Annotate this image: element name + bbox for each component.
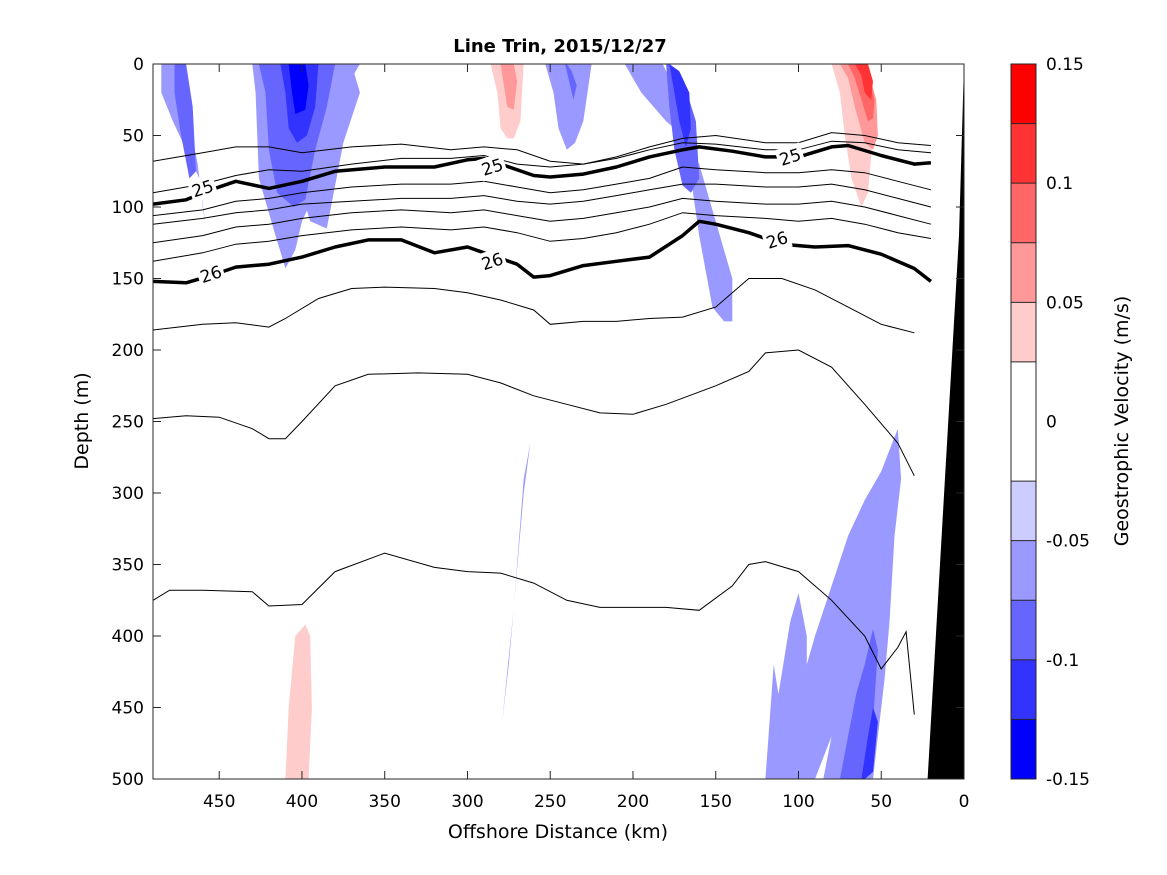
velocity-patch [545, 64, 592, 150]
isopycnal-label: 26 [476, 246, 509, 276]
colorbar-swatch [1011, 659, 1036, 720]
isopycnal-line [153, 166, 932, 217]
chart-title: Line Trin, 2015/12/27 [453, 36, 667, 57]
velocity-patch [661, 64, 691, 147]
velocity-patch [762, 593, 807, 779]
velocity-patch [854, 64, 873, 100]
colorbar-tick-label: 0.1 [1046, 174, 1073, 194]
colorbar-tick-label: 0.15 [1046, 55, 1084, 75]
y-tick-label: 450 [112, 699, 144, 719]
colorbar-swatch [1011, 123, 1036, 184]
velocity-patch [174, 64, 196, 179]
x-tick-label: 400 [286, 792, 318, 812]
velocity-patch [484, 64, 537, 225]
isopycnal-line [153, 140, 931, 194]
x-tick-label: 50 [870, 792, 892, 812]
velocity-patch [161, 64, 206, 229]
y-tick-label: 100 [112, 198, 144, 218]
x-tick-label: 150 [700, 792, 732, 812]
x-axis: 450 400 350 300 250 200 150 100 50 0 [203, 64, 969, 812]
colorbar-swatch [1011, 302, 1036, 362]
y-tick-label: 500 [112, 770, 144, 790]
isopycnal-label: 26 [195, 259, 227, 289]
colorbar-swatch [1011, 64, 1036, 124]
continental-slope [927, 64, 964, 779]
x-tick-label: 350 [368, 792, 400, 812]
x-tick-label: 200 [617, 792, 649, 812]
y-tick-label: 0 [133, 55, 144, 75]
colorbar-swatch [1011, 481, 1036, 541]
colorbar-swatch [1011, 719, 1036, 779]
isopycnal-line [153, 197, 932, 244]
colorbar-tick-label: 0.05 [1046, 293, 1084, 313]
velocity-patch [268, 461, 327, 779]
y-tick-label: 400 [112, 627, 144, 647]
colorbar-tick-label: -0.1 [1046, 651, 1079, 671]
isopycnal-line [153, 212, 931, 262]
colorbar-title: Geostrophic Velocity (m/s) [1111, 296, 1133, 546]
isopycnal-line [153, 552, 915, 715]
colorbar-tick-label: -0.15 [1046, 770, 1090, 790]
x-tick-label: 450 [203, 792, 235, 812]
isopycnal-bold-line [153, 143, 932, 206]
isopycnal-line [153, 349, 915, 477]
y-tick-label: 250 [112, 413, 144, 433]
y-tick-label: 300 [112, 484, 144, 504]
velocity-patch [657, 64, 700, 193]
velocity-patch [500, 64, 518, 110]
x-axis-title: Offshore Distance (km) [448, 821, 668, 843]
x-tick-label: 100 [782, 792, 814, 812]
colorbar-swatch [1011, 242, 1036, 303]
y-axis-title: Depth (m) [71, 372, 93, 469]
velocity-patch [861, 707, 878, 779]
colorbar-swatch [1011, 540, 1036, 601]
y-tick-label: 50 [122, 127, 144, 147]
colorbar-tick-label: -0.05 [1046, 532, 1090, 552]
colorbar-swatch [1011, 183, 1036, 243]
y-axis: 0 50 100 150 200 250 300 350 400 450 500 [112, 55, 964, 790]
colorbar-swatch [1011, 361, 1036, 482]
velocity-patch [288, 64, 309, 115]
isopycnal-line [153, 183, 932, 225]
x-tick-label: 250 [534, 792, 566, 812]
colorbar: 0.15 0.1 0.05 0 -0.05 -0.1 -0.15 [1010, 55, 1090, 790]
x-tick-label: 0 [959, 792, 970, 812]
isopycnal-bold-line [153, 219, 932, 285]
colorbar-frame [1010, 63, 1037, 780]
isopycnal-label: 26 [761, 225, 793, 255]
colorbar-swatch [1011, 600, 1036, 660]
velocity-patch [565, 64, 577, 100]
isopycnal-line [153, 132, 931, 165]
y-tick-label: 350 [112, 556, 144, 576]
velocity-patch [666, 478, 733, 779]
velocity-patch [616, 64, 733, 322]
y-tick-label: 200 [112, 341, 144, 361]
x-tick-label: 300 [451, 792, 483, 812]
colorbar-tick-label: 0 [1046, 413, 1057, 433]
y-tick-label: 150 [112, 270, 144, 290]
velocity-patch [285, 624, 312, 779]
isopycnal-line [153, 278, 915, 334]
